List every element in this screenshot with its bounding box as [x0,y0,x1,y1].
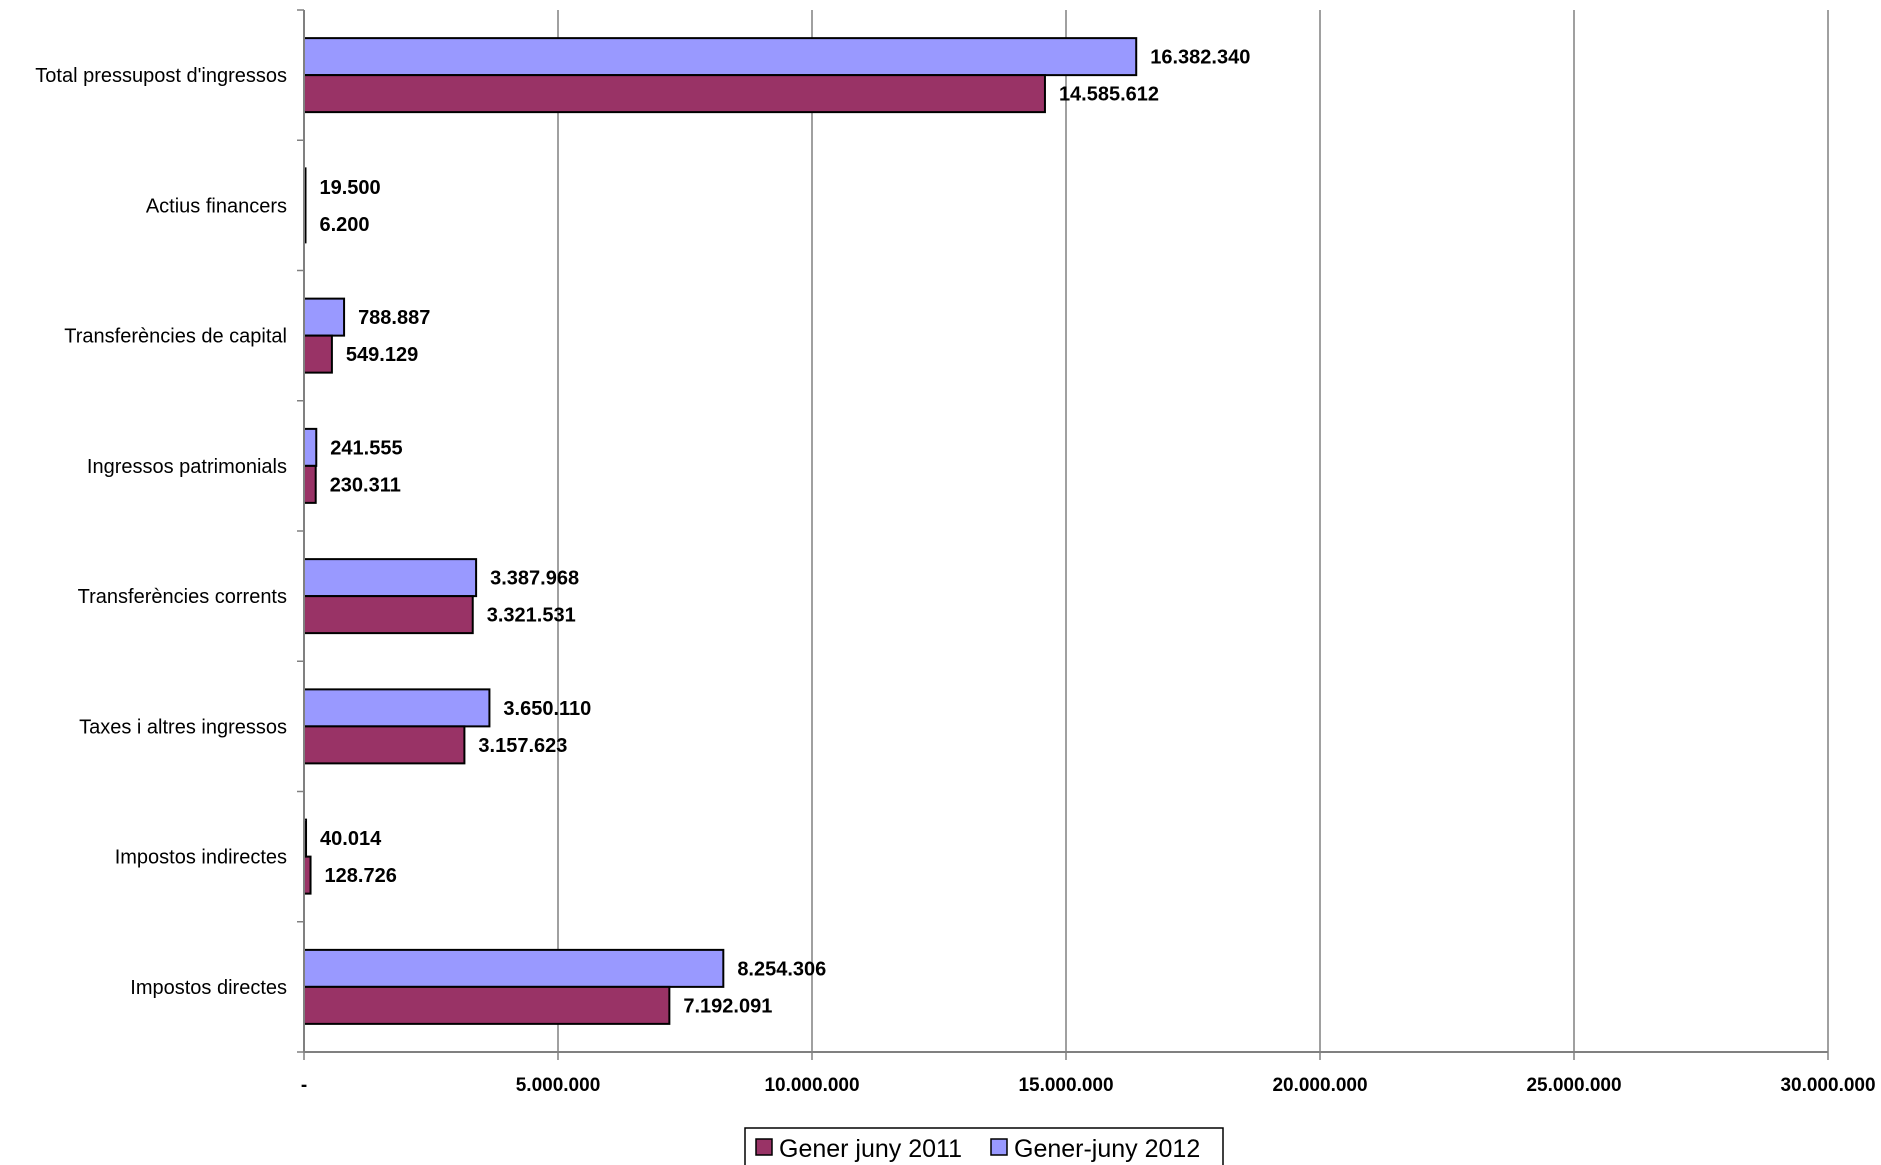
legend-label-2012: Gener-juny 2012 [1014,1135,1200,1163]
data-label-2011: 3.157.623 [478,735,567,757]
legend-label-2011: Gener juny 2011 [779,1135,962,1163]
category-label: Transferències de capital [64,326,287,348]
data-label-2011: 14.585.612 [1059,84,1159,106]
x-tick-label: 10.000.000 [764,1075,859,1096]
data-labels: 16.382.340 14.585.612 19.500 6.200 788.887 54… [320,47,1251,1018]
data-label-2011: 3.321.531 [487,605,576,627]
bar-2012 [303,297,346,337]
data-label-2011: 230.311 [330,474,401,496]
category-label: Impostos directes [130,977,287,999]
bar-2012 [303,558,478,598]
data-label-2012: 40.014 [320,828,382,850]
x-tick-label: 15.000.000 [1018,1075,1113,1096]
data-label-2012: 3.387.968 [490,568,579,590]
gridlines [557,10,1829,1052]
bar-2011 [303,595,474,635]
tick-labels: - 5.000.000 10.000.000 15.000.000 20.000.000… [301,1075,1876,1096]
data-label-2012: 8.254.306 [737,958,826,980]
bars [303,37,1138,1025]
data-label-2012: 241.555 [330,437,402,459]
data-label-2012: 3.650.110 [503,698,591,720]
bar-2011 [303,725,466,765]
bar-2011 [303,985,671,1025]
bar-2011 [303,334,333,374]
x-tick-label: 20.000.000 [1272,1075,1367,1096]
legend: Gener juny 2011 Gener-juny 2012 [744,1127,1224,1165]
axes [297,9,1829,1060]
x-tick-label: 5.000.000 [516,1075,601,1096]
data-label-2012: 16.382.340 [1150,47,1250,69]
bar-2011 [303,464,317,504]
category-label: Actius financers [146,195,287,217]
data-label-2011: 128.726 [325,865,397,887]
x-tick-label: 30.000.000 [1780,1075,1875,1096]
category-label: Transferències corrents [78,586,287,608]
bar-2012 [303,688,491,728]
category-label: Ingressos patrimonials [87,456,287,478]
bar-2012 [303,37,1138,77]
bar-2012 [303,948,725,988]
data-label-2012: 19.500 [320,177,381,199]
category-label: Taxes i altres ingressos [79,716,287,738]
category-label: Total pressupost d'ingressos [35,65,287,87]
legend-box [744,1127,1224,1165]
bar-2012 [303,427,318,467]
legend-swatch-2012 [990,1138,1008,1156]
data-label-2011: 7.192.091 [683,995,772,1017]
x-tick-label: - [301,1075,307,1096]
category-label: Impostos indirectes [115,847,287,869]
bar-2011 [303,74,1046,114]
legend-swatch-2011 [755,1138,773,1156]
data-label-2011: 549.129 [346,344,418,366]
category-labels: Total pressupost d'ingressos Actius finan… [35,65,287,999]
data-label-2012: 788.887 [358,307,430,329]
x-tick-label: 25.000.000 [1526,1075,1621,1096]
data-label-2011: 6.200 [320,214,370,236]
